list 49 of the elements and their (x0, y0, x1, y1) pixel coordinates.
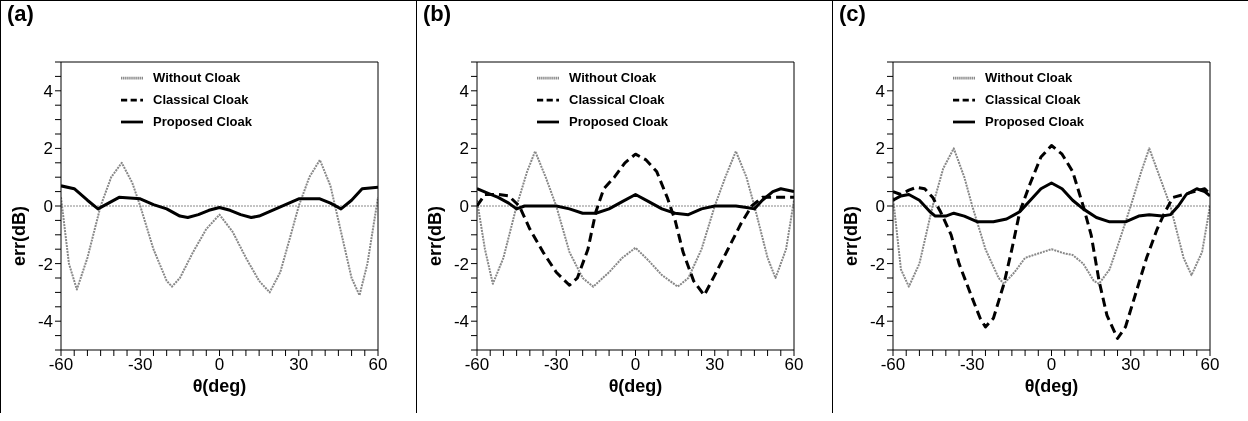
x-tick-label: -60 (464, 355, 490, 375)
x-tick-label: -30 (959, 355, 985, 375)
y-tick-label: 2 (43, 139, 53, 159)
x-tick-label: -30 (127, 355, 153, 375)
legend-label: Proposed Cloak (153, 113, 252, 129)
y-tick-label: 0 (875, 197, 885, 217)
y-tick-label: -2 (869, 254, 885, 274)
y-tick-label: 4 (43, 81, 53, 101)
x-tick-label: -60 (48, 355, 74, 375)
legend-label: Proposed Cloak (985, 113, 1084, 129)
x-tick-label: 30 (289, 355, 309, 375)
y-axis-title: err(dB) (425, 206, 446, 267)
legend-label: Classical Cloak (569, 91, 665, 107)
legend-label: Classical Cloak (153, 91, 249, 107)
y-tick-label: 0 (459, 197, 469, 217)
chart-title: (a) (7, 1, 34, 27)
line-series (61, 158, 378, 297)
x-axis-title: θ(deg) (1024, 376, 1079, 396)
x-tick-label: 60 (1200, 355, 1220, 375)
x-tick-label: -60 (880, 355, 906, 375)
legend-label: Without Cloak (153, 69, 241, 85)
chart-title: (c) (839, 1, 866, 27)
x-tick-label: 60 (784, 355, 804, 375)
x-tick-label: -30 (543, 355, 569, 375)
legend-label: Without Cloak (569, 69, 657, 85)
legend-label: Without Cloak (985, 69, 1073, 85)
y-tick-label: -4 (453, 312, 469, 332)
x-axis-title: θ(deg) (608, 376, 663, 396)
y-tick-label: -2 (37, 254, 53, 274)
chart-title: (b) (423, 1, 452, 27)
x-tick-label: 0 (1046, 355, 1057, 375)
y-tick-label: 4 (459, 81, 469, 101)
y-tick-label: -2 (453, 254, 469, 274)
y-axis-title: err(dB) (841, 206, 862, 267)
y-tick-label: 0 (43, 197, 53, 217)
y-axis-title: err(dB) (9, 206, 30, 267)
y-tick-label: 2 (875, 139, 885, 159)
x-tick-label: 30 (1121, 355, 1141, 375)
legend-label: Classical Cloak (985, 91, 1081, 107)
legend-label: Proposed Cloak (569, 113, 668, 129)
y-tick-label: -4 (869, 312, 885, 332)
x-tick-label: 0 (214, 355, 225, 375)
x-tick-label: 0 (630, 355, 641, 375)
x-tick-label: 60 (368, 355, 388, 375)
y-tick-label: 4 (875, 81, 885, 101)
y-tick-label: 2 (459, 139, 469, 159)
x-axis-title: θ(deg) (192, 376, 247, 396)
x-tick-label: 30 (705, 355, 725, 375)
y-tick-label: -4 (37, 312, 53, 332)
